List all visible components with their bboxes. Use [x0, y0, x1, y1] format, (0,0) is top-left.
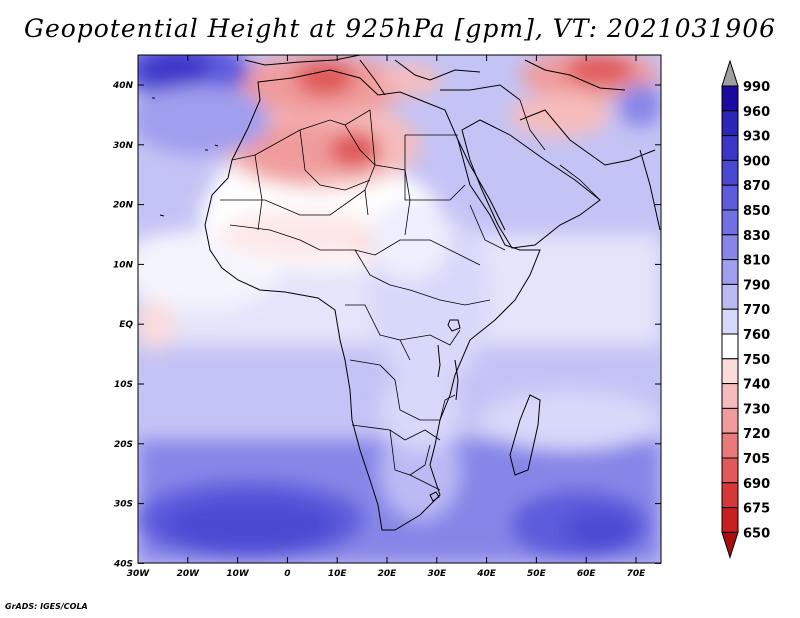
lat-label: 20N [113, 201, 134, 211]
lat-label: EQ [119, 320, 133, 330]
lon-label: 10W [226, 569, 250, 579]
colorbar-segment [721, 507, 739, 533]
colorbar-segment [721, 457, 739, 484]
country-borders [220, 99, 601, 491]
colorbar-label: 810 [743, 254, 770, 269]
lon-label: 30E [427, 569, 447, 579]
lat-label: 20S [114, 440, 133, 450]
colorbar-label: 650 [743, 526, 770, 541]
lat-label: 40S [113, 559, 133, 569]
longitude-axis: 30W 20W 10W 0 10E 20E 30E 40E 50E 60E 70E [127, 55, 646, 579]
colorbar-label: 675 [743, 502, 770, 517]
lon-label: 40E [476, 569, 497, 579]
colorbar-label: 850 [743, 204, 770, 219]
colorbar-segment [721, 234, 739, 261]
colorbar-label: 990 [743, 80, 770, 95]
colorbar-bottom-arrow [721, 531, 739, 560]
colorbar-label: 720 [743, 427, 770, 442]
colorbar-label: 790 [743, 278, 770, 293]
colorbar-label: 870 [743, 179, 770, 194]
lon-label: 70E [627, 569, 647, 579]
colorbar-label: 930 [743, 130, 770, 145]
colorbar-label: 960 [743, 105, 770, 120]
credit-text: GrADS: IGES/COLA [5, 602, 88, 611]
colorbar-label: 740 [743, 378, 770, 393]
colorbar-top-arrow [721, 59, 739, 87]
colorbar-segment [721, 358, 739, 385]
lat-label: 30S [114, 500, 133, 510]
colorbar-label: 770 [743, 303, 770, 318]
colorbar-segment [721, 283, 739, 310]
colorbar: 990 960 930 900 870 850 830 810 790 770 760 750 740 7… [721, 59, 770, 560]
lon-label: 30W [127, 569, 151, 579]
colorbar-segment [721, 209, 739, 236]
colorbar-label: 705 [743, 452, 770, 467]
colorbar-label: 760 [743, 328, 770, 343]
colorbar-label: 830 [743, 229, 770, 244]
colorbar-segment [721, 308, 739, 335]
colorbar-label: 750 [743, 353, 770, 368]
chart-title: Geopotential Height at 925hPa [gpm], VT:… [23, 14, 777, 43]
colorbar-segment [721, 333, 739, 360]
colorbar-segment [721, 432, 739, 459]
map-frame [137, 54, 662, 564]
colorbar-label: 900 [743, 154, 770, 169]
colorbar-segment [721, 259, 739, 285]
lon-label: 0 [284, 569, 290, 579]
lakes [429, 319, 461, 502]
lat-label: 40N [112, 81, 134, 91]
colorbar-segment [721, 159, 739, 186]
lat-label: 10S [114, 380, 133, 390]
colorbar-segment [721, 482, 739, 509]
lon-label: 20E [378, 569, 398, 579]
latitude-axis: 40N 30N 20N 10N EQ 10S 20S 30S 40S [112, 81, 661, 569]
lon-label: 20W [177, 569, 201, 579]
colorbar-label: 730 [743, 402, 770, 417]
lon-label: 10E [328, 569, 348, 579]
lat-label: 30N [113, 141, 134, 151]
colorbar-segment [721, 383, 739, 409]
colorbar-segment [721, 407, 739, 434]
height-field [138, 55, 661, 563]
colorbar-segment [721, 110, 739, 137]
colorbar-label: 690 [743, 477, 770, 492]
lat-label: 10N [113, 260, 134, 270]
colorbar-segment [721, 135, 739, 161]
lon-label: 50E [527, 569, 547, 579]
colorbar-segment [721, 184, 739, 211]
lon-label: 60E [577, 569, 597, 579]
colorbar-segment [721, 85, 739, 112]
